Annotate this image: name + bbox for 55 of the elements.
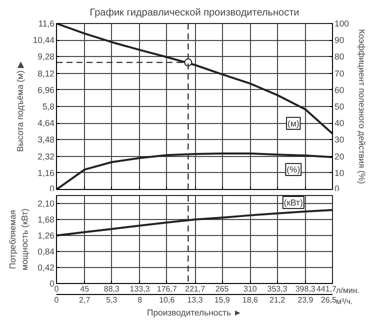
y2-tick-label: 10 [334,168,344,178]
x2-tick-label: 10,6 [159,296,176,304]
y2-tick-label: 90 [334,35,344,46]
y-tick-label: 5,8 [42,102,55,112]
x2-tick-label: 8 [138,296,143,304]
y-tick-label: 1,26 [38,230,55,240]
y2-tick-label: 30 [334,134,344,145]
y2-tick-label: 60 [334,84,344,95]
x-tick-label: 221,7 [185,284,206,294]
y-tick-label: 2,10 [38,198,55,208]
x2-tick-label: 21,2 [270,296,286,304]
x2-tick-label: 13,3 [187,296,204,304]
x2-tick-label: 2,7 [79,296,91,304]
x-tick-label: 398,3 [295,284,316,294]
series-label: (%) [286,164,300,174]
y-tick-label: 3,48 [38,134,55,145]
x2-tick-label: 23,9 [298,296,314,304]
x-tick-label: 45 [80,284,90,294]
x-tick-label: 353,3 [267,284,288,294]
y-tick-label: 9,28 [38,52,55,62]
x2-tick-label: 5,3 [106,296,118,304]
x-tick-label: 176,7 [156,284,178,294]
x-tick-label: 441,7 [316,284,338,294]
x-axis-title: Производительность ► [147,308,242,318]
y-tick-label: 4,64 [38,118,55,128]
chart-title: График гидравлической производительности [90,8,300,18]
y2-tick-label: 100 [334,18,350,28]
x-tick-label: 265 [215,284,230,294]
series-label: (кВт) [284,198,303,208]
y-tick-label: 0,84 [38,246,55,256]
y2-tick-label: 40 [334,118,344,128]
x2-tick-label: 26,5 [320,296,338,304]
series-label: (м) [288,118,300,128]
x2-tick-label: 15,9 [214,296,230,304]
y-tick-label: 1,68 [38,214,55,224]
y2-tick-label: 70 [334,68,344,78]
y-tick-label: 0,42 [38,262,55,272]
y-tick-label: 10,44 [32,35,55,46]
y2-axis-title: Коэффициент полезного действия (%) [356,29,367,184]
y2-tick-label: 80 [334,52,344,62]
x-tick-label: 88,3 [104,284,120,294]
text: м³/ч. [336,297,353,306]
x2-tick-label: 18,6 [242,296,259,304]
y-tick-label: 1,16 [38,168,55,178]
y-tick-label: 2,32 [38,151,55,162]
y-tick-label: 6,96 [38,84,55,95]
text: л/мин. [336,286,360,295]
y-axis-title: Высота подъёма (м) ▶ [14,61,25,152]
y2-tick-label: 20 [334,151,344,162]
y-tick-label: 8,12 [38,68,55,78]
x-tick-label: 310 [244,284,258,294]
y-axis-title: Потребляемая мощность (кВт) [8,208,30,270]
x-tick-label: 133,3 [130,284,150,294]
y2-tick-label: 50 [334,102,344,112]
y-tick-label: 11,6 [38,18,55,28]
